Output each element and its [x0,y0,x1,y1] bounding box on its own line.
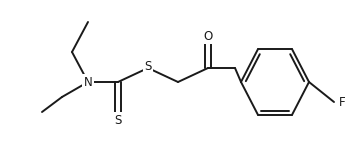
Text: S: S [144,59,152,73]
Text: N: N [84,76,92,88]
Text: S: S [114,114,122,126]
Text: F: F [339,95,345,109]
Text: O: O [203,29,213,43]
